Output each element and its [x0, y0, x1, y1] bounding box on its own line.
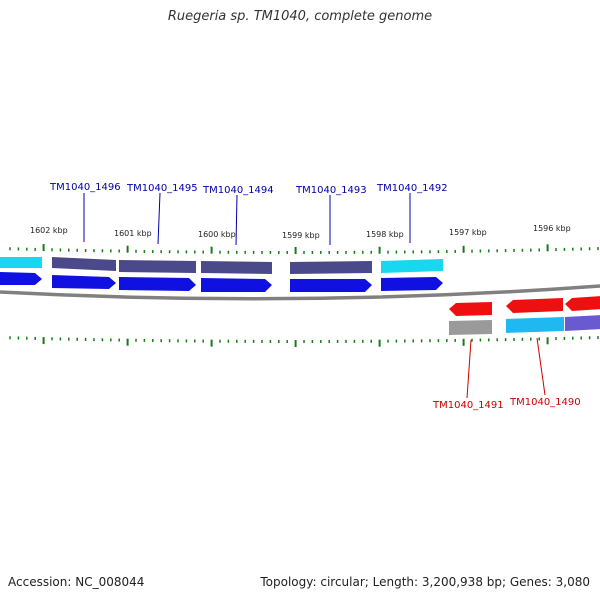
- genome-backbone: [0, 284, 600, 301]
- gene-cog-bar: [565, 315, 600, 331]
- gene-arrow-reverse: [565, 296, 600, 311]
- gene-arrow-forward: [0, 272, 42, 285]
- tick-row-top: [9, 244, 599, 254]
- cds-row-reverse[interactable]: [449, 296, 600, 316]
- tick-label-1602: 1602 kbp: [30, 226, 68, 235]
- gene-cog-bar: [119, 260, 196, 273]
- gene-arrow-reverse: [449, 302, 492, 316]
- gene-label: TM1040_1490: [509, 397, 581, 408]
- callout-lines-reverse: [466, 337, 546, 399]
- tick-label-1599: 1599 kbp: [282, 231, 320, 240]
- cds-row-forward[interactable]: [0, 272, 443, 292]
- cog-row-reverse: [449, 315, 600, 335]
- gene-label: TM1040_1495: [126, 183, 198, 194]
- gene-cog-bar: [449, 320, 492, 335]
- tick-label-1600: 1600 kbp: [198, 230, 236, 239]
- callout-lines-forward: [83, 192, 411, 246]
- gene-arrow-forward: [52, 275, 116, 289]
- tick-label-1598: 1598 kbp: [366, 230, 404, 239]
- gene-arrow-reverse: [506, 298, 563, 313]
- gene-cog-bar: [290, 261, 372, 274]
- gene-label: TM1040_1491: [432, 400, 504, 411]
- gene-label: TM1040_1492: [376, 183, 448, 194]
- tick-row-bottom: [9, 336, 599, 347]
- gene-cog-bar: [201, 261, 272, 274]
- cog-row-forward: [0, 257, 443, 274]
- gene-labels-forward[interactable]: TM1040_1496 TM1040_1495 TM1040_1494 TM10…: [49, 182, 448, 196]
- scale-labels: 1602 kbp 1601 kbp 1600 kbp 1599 kbp 1598…: [30, 224, 571, 240]
- tick-label-1596: 1596 kbp: [533, 224, 571, 233]
- genome-summary-text: Topology: circular; Length: 3,200,938 bp…: [260, 575, 590, 589]
- accession-text: Accession: NC_008044: [8, 575, 145, 589]
- gene-cog-bar: [506, 317, 564, 333]
- gene-arrow-forward: [201, 278, 272, 292]
- gene-label: TM1040_1494: [202, 185, 274, 196]
- tick-label-1597: 1597 kbp: [449, 228, 487, 237]
- gene-cog-bar: [52, 257, 116, 271]
- gene-cog-bar: [0, 257, 42, 268]
- tick-label-1601: 1601 kbp: [114, 229, 152, 238]
- page-title: Ruegeria sp. TM1040, complete genome: [167, 9, 433, 24]
- gene-labels-reverse[interactable]: TM1040_1491 TM1040_1490: [432, 397, 581, 411]
- gene-arrow-forward: [290, 279, 372, 292]
- gene-label: TM1040_1493: [295, 185, 367, 196]
- gene-cog-bar: [381, 259, 443, 273]
- gene-label: TM1040_1496: [49, 182, 121, 193]
- gene-arrow-forward: [381, 277, 443, 291]
- gene-arrow-forward: [119, 277, 196, 291]
